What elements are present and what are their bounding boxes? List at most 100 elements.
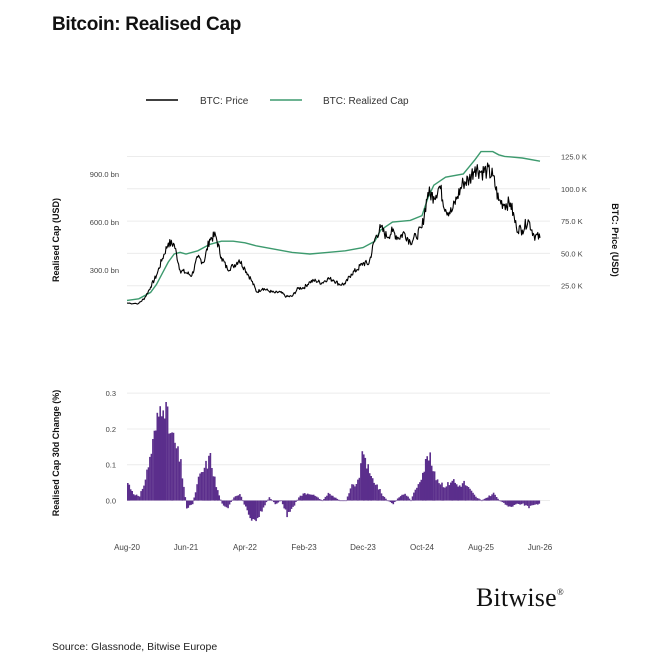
y-tick-label: 0.2 — [106, 425, 116, 434]
change-bar — [436, 479, 439, 501]
change-bar — [514, 500, 517, 505]
change-bar — [329, 493, 331, 501]
y-right-tick-label: 75.0 K — [561, 217, 583, 226]
change-bar — [388, 500, 390, 502]
change-bar — [289, 500, 291, 512]
change-bar — [349, 488, 352, 501]
change-bar — [218, 495, 220, 501]
change-bar — [472, 492, 474, 501]
change-bar — [383, 496, 386, 501]
change-bar — [199, 473, 201, 501]
registered-mark: ® — [556, 587, 564, 597]
change-bar — [532, 500, 535, 506]
change-bar — [424, 459, 427, 501]
change-bar — [143, 485, 145, 501]
y-right-axis-title: BTC: Price (USD) — [610, 203, 620, 277]
change-bar — [243, 500, 246, 505]
change-bar — [302, 493, 305, 501]
change-bar — [286, 500, 288, 518]
change-bar — [271, 500, 274, 502]
change-bar — [262, 500, 265, 508]
change-bar — [492, 492, 495, 501]
change-bar — [450, 482, 452, 501]
logo-text: Bitwise — [476, 583, 557, 612]
change-bar — [174, 442, 176, 501]
change-bar — [429, 452, 431, 501]
change-bar — [478, 498, 480, 501]
change-bar — [332, 495, 334, 501]
change-bar — [535, 500, 538, 505]
change-bar — [441, 482, 443, 501]
change-bar — [454, 482, 456, 501]
change-bar — [169, 433, 172, 501]
change-bar — [466, 486, 468, 501]
chart-title: Bitcoin: Realised Cap — [52, 14, 242, 35]
change-bar — [150, 453, 153, 501]
change-bar — [352, 484, 355, 501]
change-bar — [224, 500, 226, 507]
change-bar — [258, 500, 260, 517]
change-bar — [324, 496, 327, 501]
change-bar — [141, 488, 144, 501]
change-bar — [267, 499, 269, 501]
change-bar — [277, 500, 279, 503]
change-bar — [413, 492, 415, 501]
change-bar — [221, 500, 223, 504]
change-bar — [361, 451, 364, 501]
change-bar — [531, 500, 533, 506]
change-bar — [283, 500, 285, 509]
change-bar — [240, 496, 243, 501]
change-bar — [298, 497, 300, 501]
change-bar — [197, 476, 200, 501]
change-bar — [327, 492, 330, 501]
change-bar — [138, 496, 141, 501]
change-bar — [473, 494, 476, 501]
change-bar — [374, 484, 377, 501]
change-bar — [538, 500, 541, 504]
legend-label-price: BTC: Price — [200, 96, 249, 107]
y-left-tick-label: 300.0 bn — [90, 266, 119, 275]
change-bar — [379, 489, 381, 501]
change-bar — [501, 500, 504, 503]
change-bar — [219, 499, 222, 501]
change-bar — [363, 454, 365, 501]
change-bar — [247, 500, 250, 515]
change-bar — [345, 500, 347, 502]
change-bar — [351, 484, 353, 501]
change-bar — [537, 500, 539, 505]
bottom-chart-grid — [127, 392, 550, 502]
change-bar — [301, 495, 303, 501]
change-bar — [137, 495, 139, 501]
change-bar — [284, 500, 287, 510]
change-bar — [528, 500, 530, 509]
change-bar — [481, 500, 483, 502]
change-bar — [377, 489, 380, 501]
change-bar — [342, 500, 344, 502]
change-bar — [177, 446, 179, 501]
change-bar — [326, 495, 328, 501]
change-bar — [314, 495, 316, 501]
change-bar — [520, 500, 523, 505]
change-bar — [239, 494, 241, 501]
change-bar — [357, 479, 359, 501]
change-bar — [156, 412, 159, 501]
change-bar — [183, 486, 185, 501]
change-bar — [162, 410, 164, 501]
change-bar — [422, 472, 424, 501]
change-bar — [172, 432, 175, 501]
change-bar — [265, 500, 268, 503]
change-bar — [339, 500, 341, 502]
y-right-tick-label: 25.0 K — [561, 282, 583, 291]
change-bar — [175, 448, 178, 501]
x-tick-label: Apr-22 — [233, 543, 258, 552]
change-bar — [333, 497, 336, 501]
change-bar — [205, 460, 207, 501]
change-bar — [475, 496, 477, 501]
change-bar — [464, 485, 467, 501]
change-bar — [134, 495, 136, 501]
change-bar — [290, 500, 293, 509]
change-bar — [489, 496, 492, 501]
change-bar — [367, 464, 369, 501]
change-bar — [280, 500, 282, 502]
change-bar — [467, 487, 470, 501]
